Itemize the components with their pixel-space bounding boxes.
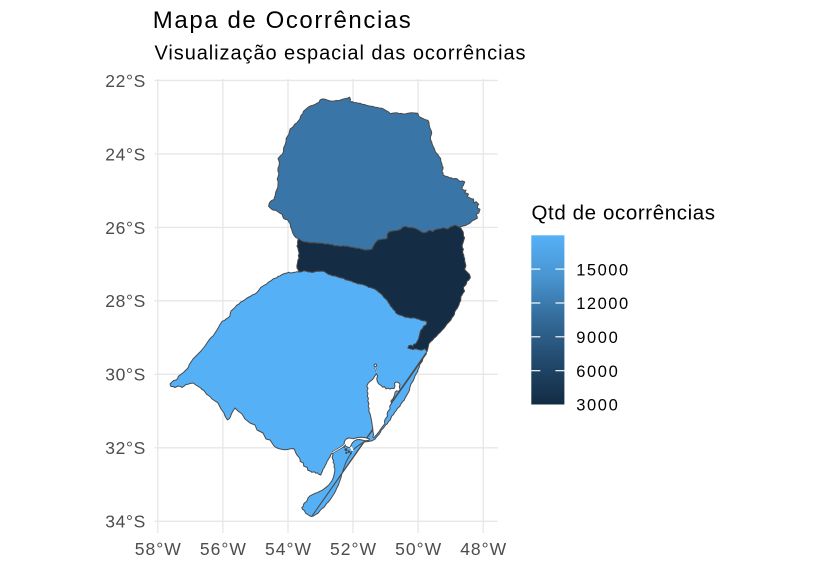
svg-text:3000: 3000 — [576, 397, 618, 415]
svg-text:9000: 9000 — [576, 329, 618, 347]
svg-text:6000: 6000 — [576, 363, 618, 381]
svg-text:54°W: 54°W — [265, 539, 311, 559]
svg-text:22°S: 22°S — [105, 71, 145, 91]
svg-text:24°S: 24°S — [105, 144, 145, 164]
svg-text:50°W: 50°W — [395, 539, 441, 559]
svg-text:48°W: 48°W — [460, 539, 506, 559]
svg-text:32°S: 32°S — [105, 438, 145, 458]
svg-text:Mapa de Ocorrências: Mapa de Ocorrências — [153, 7, 411, 34]
svg-text:56°W: 56°W — [200, 539, 246, 559]
svg-text:15000: 15000 — [576, 261, 628, 279]
svg-text:26°S: 26°S — [105, 218, 145, 238]
svg-text:28°S: 28°S — [105, 291, 145, 311]
svg-text:58°W: 58°W — [135, 539, 181, 559]
svg-text:Qtd de ocorrências: Qtd de ocorrências — [532, 202, 716, 225]
svg-text:34°S: 34°S — [105, 512, 145, 532]
svg-text:30°S: 30°S — [105, 365, 145, 385]
svg-text:52°W: 52°W — [330, 539, 376, 559]
svg-text:Visualização espacial das ocor: Visualização espacial das ocorrências — [155, 43, 526, 65]
svg-text:12000: 12000 — [576, 295, 628, 313]
